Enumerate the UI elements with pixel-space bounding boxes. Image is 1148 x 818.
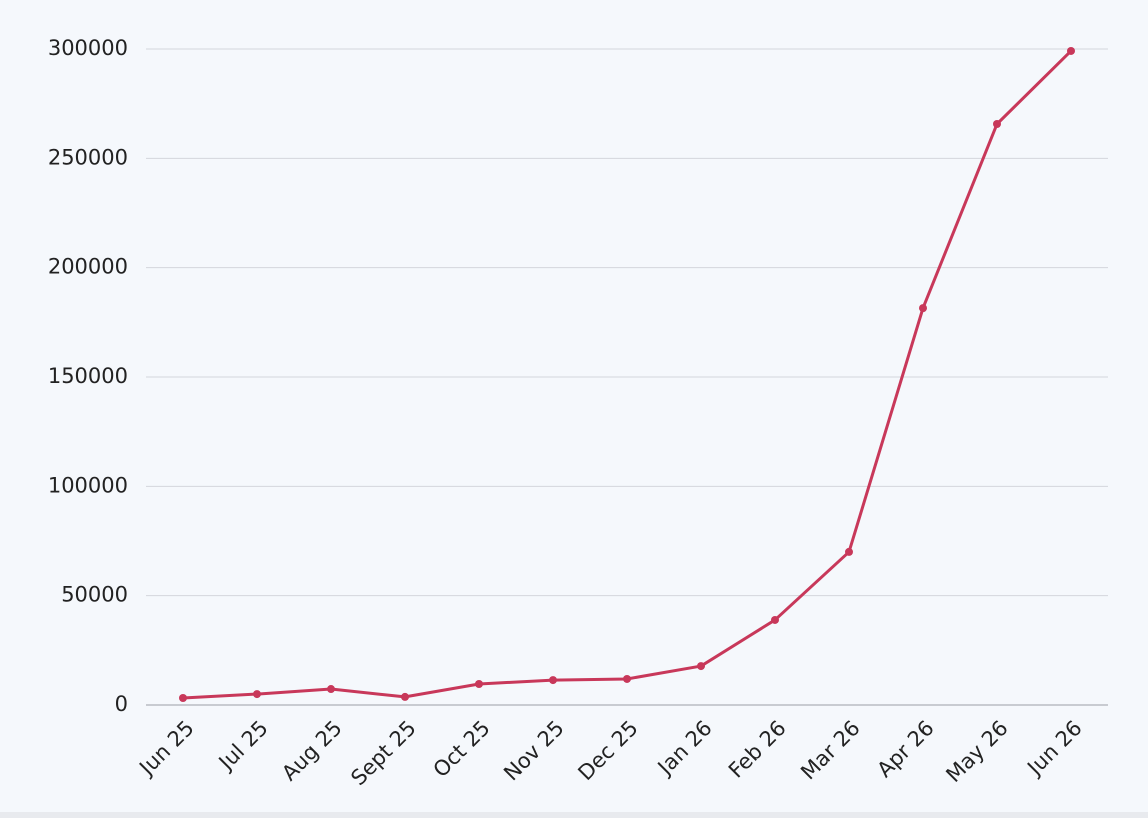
- y-tick-label: 300000: [48, 36, 128, 60]
- point: [253, 690, 261, 699]
- y-tick-label: 50000: [61, 583, 128, 607]
- point: [549, 676, 557, 685]
- y-tick-label: 0: [115, 692, 128, 716]
- point: [1067, 46, 1075, 55]
- point: [993, 120, 1001, 129]
- y-tick-label: 100000: [48, 473, 128, 497]
- point: [697, 662, 705, 671]
- bottom-strip: [0, 812, 1148, 818]
- point: [327, 685, 335, 694]
- point: [475, 680, 483, 689]
- point: [401, 692, 409, 701]
- y-tick-label: 200000: [48, 255, 128, 279]
- point: [845, 547, 853, 556]
- y-tick-label: 250000: [48, 145, 128, 169]
- point: [623, 674, 631, 683]
- point: [179, 694, 187, 703]
- point: [771, 615, 779, 624]
- y-tick-label: 150000: [48, 364, 128, 388]
- point: [919, 304, 927, 313]
